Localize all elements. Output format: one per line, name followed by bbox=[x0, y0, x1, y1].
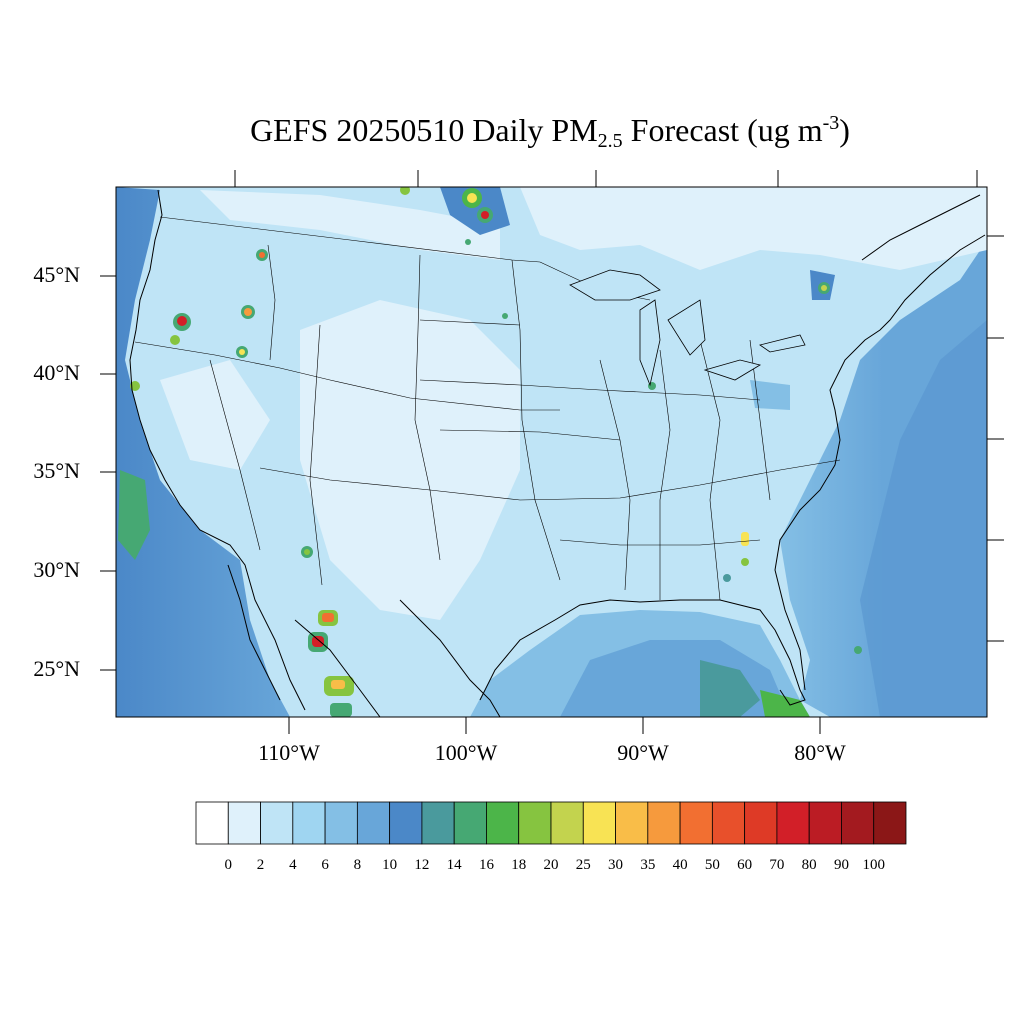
colorbar-swatch bbox=[389, 801, 423, 845]
colorbar-tick-label: 60 bbox=[737, 857, 753, 873]
gulf-plume-east bbox=[760, 690, 810, 717]
colorbar-swatch bbox=[518, 801, 552, 845]
colorbar-swatch bbox=[711, 801, 746, 845]
colorbar-tick-label: 40 bbox=[672, 857, 688, 873]
lon-label-100w: 100°W bbox=[434, 740, 498, 765]
colorbar-swatch bbox=[356, 801, 391, 845]
colorbar-tick-label: 8 bbox=[353, 857, 362, 873]
lon-label-80w: 80°W bbox=[794, 740, 846, 765]
colorbar-tick-label: 90 bbox=[833, 857, 849, 873]
colorbar-swatch bbox=[195, 801, 229, 845]
pacific-plume bbox=[118, 470, 150, 560]
colorbar-tick-label: 50 bbox=[704, 857, 720, 873]
colorbar-tick-label: 14 bbox=[446, 857, 462, 873]
colorbar-tick-label: 70 bbox=[769, 857, 785, 873]
great-lakes bbox=[569, 269, 806, 387]
gulf-plume-west bbox=[700, 660, 760, 717]
atlantic-ocean-deep bbox=[860, 320, 987, 717]
interior-clean-air bbox=[300, 300, 520, 620]
colorbar-tick-label: 12 bbox=[414, 857, 430, 873]
great-basin-clean-air bbox=[160, 360, 270, 470]
colorbar-swatch bbox=[550, 801, 584, 845]
colorbar-tick-label: 4 bbox=[289, 857, 297, 873]
lon-label-110w: 110°W bbox=[258, 740, 320, 765]
colorbar bbox=[195, 801, 907, 845]
colorbar-swatch bbox=[873, 801, 907, 845]
lat-label-25n: 25°N bbox=[33, 656, 80, 681]
coastlines bbox=[129, 189, 986, 717]
colorbar-swatch bbox=[776, 801, 810, 845]
lat-label-35n: 35°N bbox=[33, 458, 80, 483]
colorbar-tick-label: 0 bbox=[224, 857, 233, 873]
colorbar-tick-label: 25 bbox=[575, 857, 591, 873]
lon-label-90w: 90°W bbox=[617, 740, 669, 765]
colorbar-swatch bbox=[486, 801, 520, 845]
canada-clean-air bbox=[520, 187, 987, 270]
colorbar-swatch bbox=[421, 801, 455, 845]
colorbar-swatch bbox=[841, 801, 875, 845]
colorbar-swatch bbox=[647, 801, 681, 845]
pacific-ocean bbox=[116, 187, 290, 717]
colorbar-tick-label: 80 bbox=[801, 857, 817, 873]
lat-label-45n: 45°N bbox=[33, 262, 80, 287]
mid-atlantic-plume bbox=[750, 380, 790, 410]
colorbar-swatch bbox=[679, 801, 713, 845]
northern-plains-clean-air bbox=[200, 190, 500, 260]
colorbar-tick-label: 30 bbox=[608, 857, 624, 873]
colorbar-swatch bbox=[292, 801, 326, 845]
colorbar-tick-label: 2 bbox=[256, 857, 265, 873]
colorbar-swatch bbox=[615, 801, 649, 845]
map-field bbox=[116, 187, 987, 717]
colorbar-tick-label: 16 bbox=[478, 857, 494, 873]
map-title: GEFS 20250510 Daily PM2.5 Forecast (ug m… bbox=[250, 112, 850, 152]
colorbar-swatch bbox=[582, 801, 616, 845]
colorbar-swatch bbox=[260, 801, 294, 845]
colorbar-swatch bbox=[744, 801, 778, 845]
colorbar-tick-label: 35 bbox=[640, 857, 656, 873]
lat-label-40n: 40°N bbox=[33, 360, 80, 385]
colorbar-tick-label: 100 bbox=[862, 857, 885, 873]
colorbar-swatch bbox=[227, 801, 261, 845]
lat-label-30n: 30°N bbox=[33, 557, 80, 582]
colorbar-swatch bbox=[453, 801, 487, 845]
state-boundaries bbox=[134, 216, 841, 601]
colorbar-tick-label: 18 bbox=[511, 857, 527, 873]
axis-ticks bbox=[100, 170, 1004, 734]
colorbar-swatch bbox=[324, 801, 358, 845]
fire-hotspots bbox=[130, 187, 862, 717]
colorbar-swatch bbox=[808, 801, 842, 845]
colorbar-tick-label: 10 bbox=[382, 857, 398, 873]
canada-smoke-plume bbox=[440, 187, 510, 235]
map-frame bbox=[115, 186, 988, 718]
colorbar-tick-label: 20 bbox=[543, 857, 559, 873]
colorbar-tick-label: 6 bbox=[321, 857, 329, 873]
